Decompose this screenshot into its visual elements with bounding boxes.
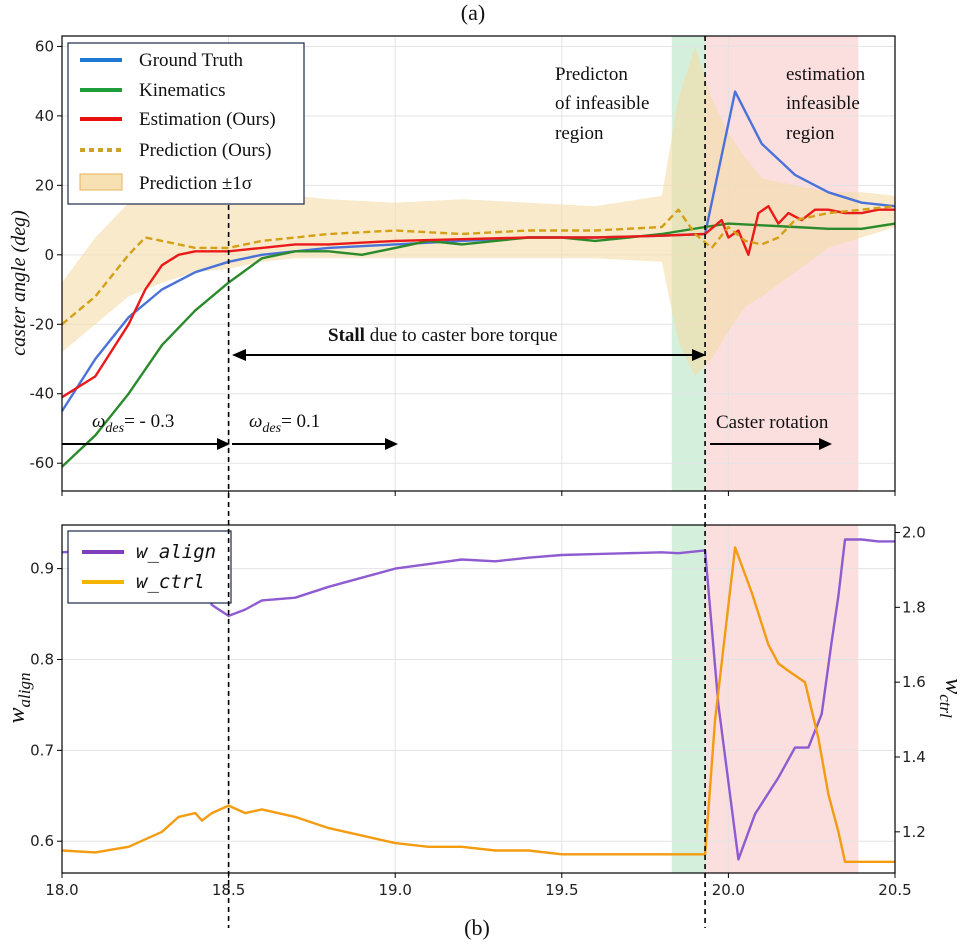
legend-label-kinematics: Kinematics xyxy=(139,80,226,101)
svg-text:Stall due to caster bore torqu: Stall due to caster bore torque xyxy=(328,325,558,346)
ytick-label-a-0: -60 xyxy=(30,454,55,472)
panel-a-frame xyxy=(61,35,896,492)
panel-a-y-ticks: -60 -40 -20 0 20 40 60 xyxy=(30,37,896,496)
sigma-band xyxy=(62,46,895,377)
panel-a-series xyxy=(60,90,896,468)
svg-text:estimation: estimation xyxy=(786,64,866,85)
panel-b-legend: w_align w_ctrl xyxy=(67,530,232,604)
svg-text:region: region xyxy=(786,123,835,144)
panel-label-b: (b) xyxy=(464,915,490,940)
ytick-right-label-4: 2.0 xyxy=(902,523,926,541)
event-markers xyxy=(227,36,706,928)
xtick-label-4: 20.0 xyxy=(712,881,745,899)
ytick-label-a-4: 20 xyxy=(35,176,54,194)
panel-a-legend: Ground Truth Kinematics Estimation (Ours… xyxy=(67,42,305,205)
legend-label-w-ctrl: w_ctrl xyxy=(136,571,205,593)
series-w-ctrl xyxy=(61,546,895,863)
svg-text:Predicton: Predicton xyxy=(555,64,628,85)
ytick-left-label-2: 0.8 xyxy=(30,650,54,668)
ytick-label-a-1: -40 xyxy=(30,385,55,403)
xtick-label-0: 18.0 xyxy=(45,881,78,899)
ytick-label-a-6: 60 xyxy=(35,37,54,55)
legend-label-prediction: Prediction (Ours) xyxy=(139,140,271,161)
panel-b-shading xyxy=(671,525,859,873)
panel-label-a: (a) xyxy=(461,0,485,25)
legend-label-ground-truth: Ground Truth xyxy=(139,50,243,71)
shaded-region-b-0 xyxy=(671,525,706,873)
series-estimation-ours xyxy=(61,204,895,399)
xtick-label-3: 19.5 xyxy=(545,881,578,899)
panel-b: 18.0 18.5 19.0 19.5 20.0 20.50.60.70.80.91.21… xyxy=(4,523,966,899)
svg-text:Caster rotation: Caster rotation xyxy=(716,412,829,433)
legend-label-w-align: w_align xyxy=(136,541,216,563)
panel-b-ylabel-right: wctrl xyxy=(936,678,966,718)
omega-annotation-1: ωdes= - 0.3 xyxy=(62,411,230,450)
ytick-left-label-0: 0.6 xyxy=(30,832,54,850)
panel-a: -60 -40 -20 0 20 40 60 caster angle (deg) Grou… xyxy=(8,35,896,496)
legend-label-estimation: Estimation (Ours) xyxy=(139,109,276,130)
panel-b-ylabel-left: walign xyxy=(4,673,34,724)
series-ground-truth xyxy=(60,90,896,412)
xtick-label-2: 19.0 xyxy=(378,881,411,899)
ytick-label-a-2: -20 xyxy=(30,315,55,333)
predict-region-label: Predicton of infeasible region xyxy=(555,64,649,144)
series-w-align xyxy=(61,538,895,861)
legend-label-sigma: Prediction ±1σ xyxy=(139,173,252,194)
svg-text:of infeasible: of infeasible xyxy=(555,93,649,114)
stall-annotation: Stall due to caster bore torque xyxy=(232,325,706,361)
ytick-right-label-2: 1.6 xyxy=(902,673,926,691)
ytick-label-a-5: 40 xyxy=(35,107,54,125)
panel-b-ticks: 18.0 18.5 19.0 19.5 20.0 20.50.60.70.80.91.21… xyxy=(30,523,926,899)
xtick-label-5: 20.5 xyxy=(878,881,911,899)
legend-swatch-sigma xyxy=(79,173,123,191)
panel-a-ylabel: caster angle (deg) xyxy=(8,210,30,356)
svg-text:region: region xyxy=(555,123,604,144)
svg-text:ωdes= - 0.3: ωdes= - 0.3 xyxy=(92,411,174,436)
ytick-left-label-3: 0.9 xyxy=(30,560,54,578)
caster-rotation-annotation: Caster rotation xyxy=(710,412,832,450)
svg-text:infeasible: infeasible xyxy=(786,93,860,114)
ytick-label-a-3: 0 xyxy=(44,246,54,264)
ytick-right-label-0: 1.2 xyxy=(902,823,926,841)
ytick-right-label-1: 1.4 xyxy=(902,748,926,766)
omega-annotation-2: ωdes= 0.1 xyxy=(232,411,398,450)
panel-b-series xyxy=(61,538,895,863)
panel-b-frame xyxy=(61,524,896,874)
svg-text:ωdes= 0.1: ωdes= 0.1 xyxy=(249,411,320,436)
infeasible-region-label: estimation infeasible region xyxy=(786,64,866,144)
ytick-left-label-1: 0.7 xyxy=(30,741,54,759)
panel-a-sigma-band xyxy=(62,46,895,377)
ytick-right-label-3: 1.8 xyxy=(902,598,926,616)
series-prediction-ours xyxy=(61,205,896,326)
